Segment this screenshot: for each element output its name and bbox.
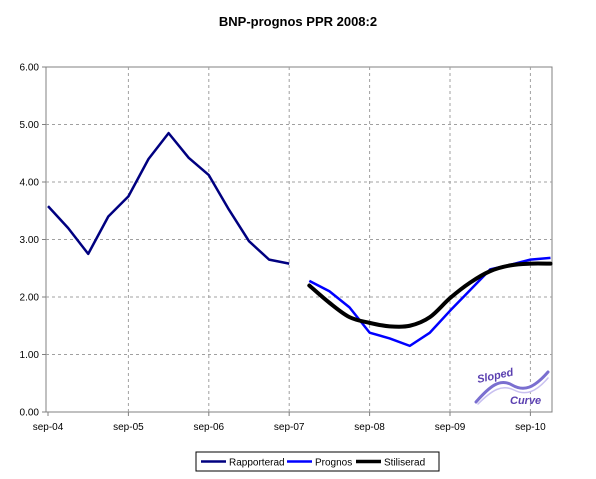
y-tick-label: 5.00 [20, 120, 40, 131]
logo-swoosh-inner [477, 377, 549, 405]
legend-box [195, 451, 440, 472]
chart-title: BNP-prognos PPR 2008:2 [218, 14, 378, 29]
x-tick-label: sep-10 [515, 422, 546, 433]
x-tick-label: sep-04 [33, 422, 64, 433]
y-tick-label: 2.00 [20, 293, 40, 304]
legend-label-rapporterad: Rapporterad [229, 458, 285, 469]
x-tick-label: sep-07 [274, 422, 305, 433]
legend-label-prognos: Prognos [315, 458, 352, 469]
logo-swoosh [474, 370, 550, 404]
y-tick-label: 0.00 [20, 408, 40, 419]
x-tick-label: sep-05 [113, 422, 144, 433]
y-axis: 0.00 1.00 2.00 3.00 4.00 5.00 6.00 [20, 63, 46, 419]
legend: Rapporterad Prognos Stiliserad [195, 451, 440, 472]
series-line-rapporterad [47, 131, 290, 265]
logo-bottom-text: Curve [510, 395, 541, 407]
series-lines [47, 131, 553, 348]
grid-lines [46, 67, 552, 412]
y-tick-label: 3.00 [20, 235, 40, 246]
x-axis: sep-04 sep-05 sep-06 sep-07 sep-08 sep-09 sep-… [33, 412, 546, 433]
x-tick-label: sep-09 [435, 422, 466, 433]
x-tick-label: sep-08 [354, 422, 385, 433]
y-tick-label: 1.00 [20, 350, 40, 361]
y-tick-label: 6.00 [20, 63, 40, 74]
x-tick-label: sep-06 [194, 422, 225, 433]
legend-label-stiliserad: Stiliserad [384, 458, 425, 469]
series-line-stiliserad [307, 261, 553, 329]
y-tick-label: 4.00 [20, 178, 40, 189]
